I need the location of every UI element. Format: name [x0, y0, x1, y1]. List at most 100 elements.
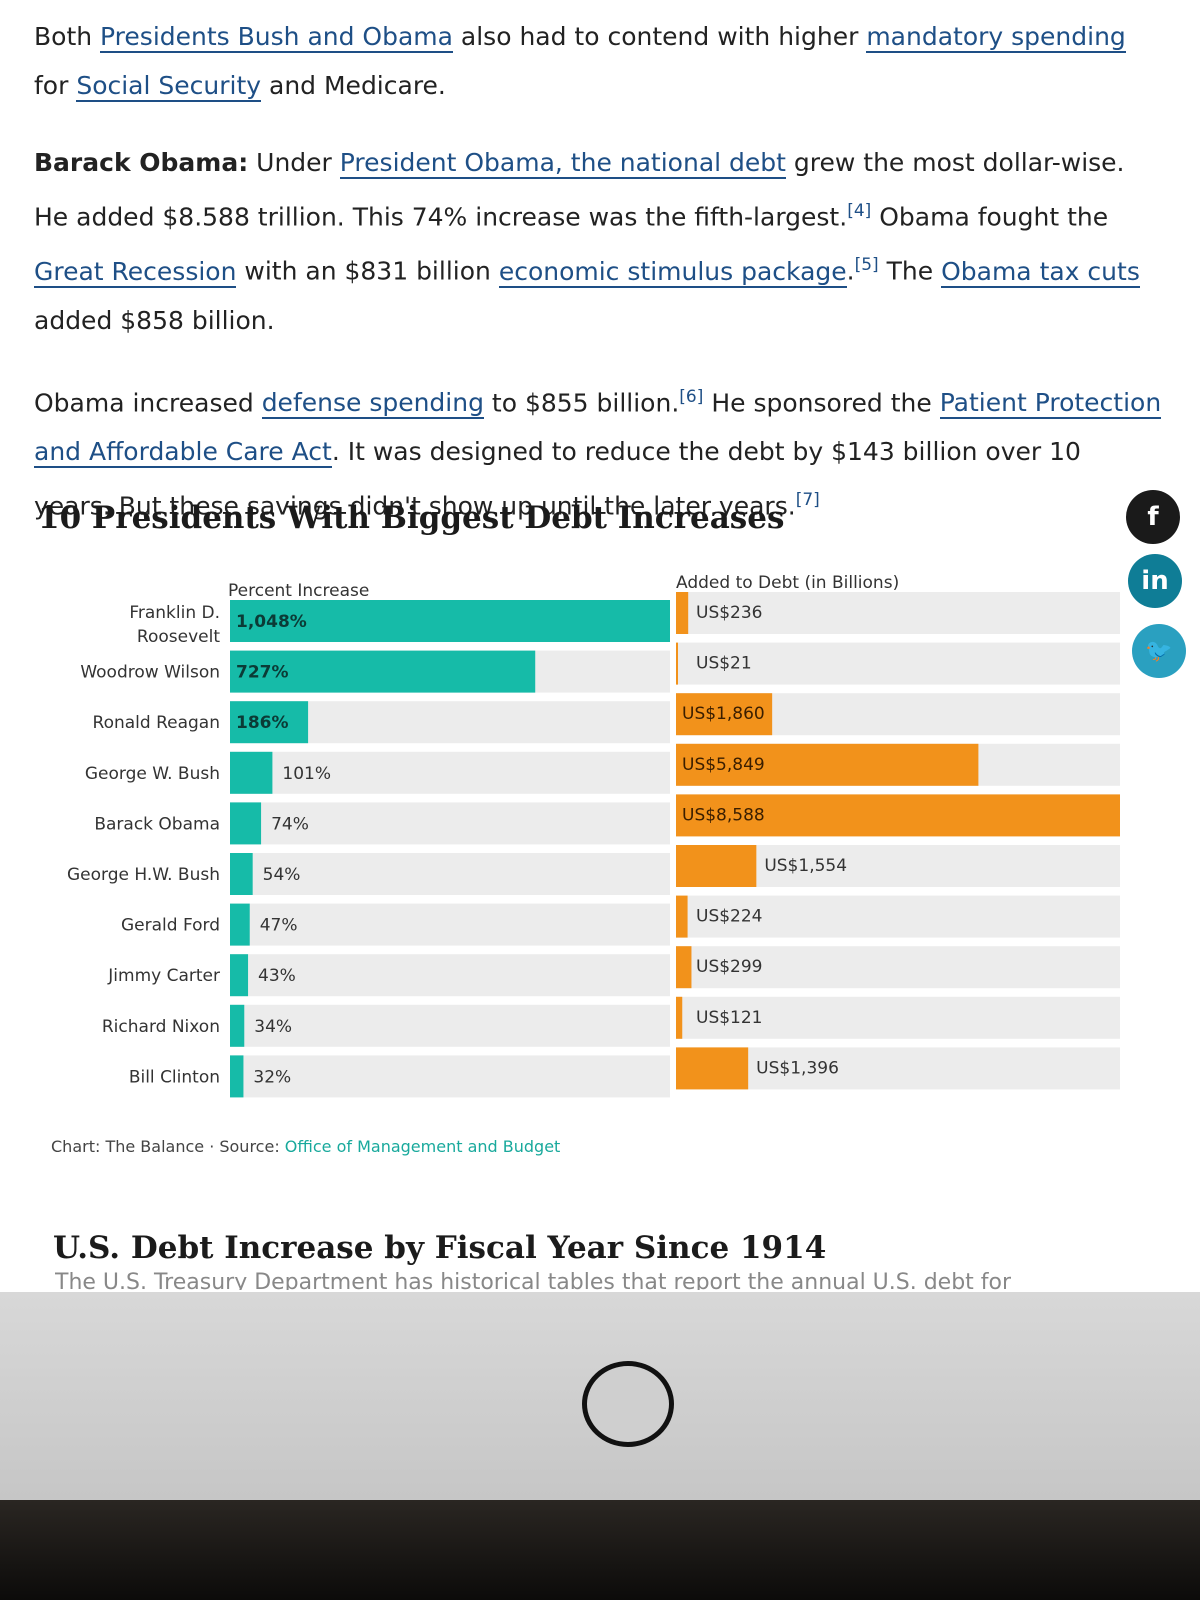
percent-value-label: 74%: [271, 814, 309, 834]
citation-7[interactable]: [7]: [795, 489, 820, 510]
link-affordable-care-act[interactable]: Patient Protection and Affordable Care A…: [34, 387, 1162, 468]
next-section-heading: U.S. Debt Increase by Fiscal Year Since …: [53, 1230, 827, 1266]
debt-bar: [676, 642, 678, 685]
percent-bar: [230, 650, 536, 693]
link-obama-tax-cuts[interactable]: Obama tax cuts: [941, 256, 1140, 288]
debt-bar: [676, 895, 688, 938]
background-surface: [0, 1500, 1200, 1600]
text: with an $831 billion: [236, 256, 499, 286]
category-label: Franklin D. Roosevelt: [129, 603, 220, 647]
debt-track: [676, 1047, 1120, 1090]
text: Both: [34, 22, 101, 51]
percent-bar: [230, 600, 670, 642]
link-office-management-budget[interactable]: Office of Management and Budget: [284, 1137, 561, 1156]
text: to $855 billion.: [483, 387, 680, 417]
citation-4[interactable]: [4]: [847, 201, 872, 221]
browser-screen: Both Presidents Bush and Obama also had …: [0, 0, 1200, 1292]
home-button[interactable]: [582, 1361, 674, 1447]
debt-track: [676, 946, 1120, 989]
percent-bar: [230, 903, 250, 946]
next-section-text: The U.S. Treasury Department has histori…: [55, 1270, 1012, 1290]
link-obama-national-debt[interactable]: President Obama, the national debt: [339, 148, 786, 179]
percent-axis-title: Percent Increase: [228, 581, 369, 601]
citation-6[interactable]: [6]: [679, 386, 704, 407]
link-stimulus-package[interactable]: economic stimulus package: [498, 256, 847, 288]
debt-value-label: US$5,849: [682, 755, 765, 775]
link-mandatory-spending[interactable]: mandatory spending: [866, 22, 1126, 53]
facebook-share-button[interactable]: f: [1126, 490, 1180, 544]
percent-track: [230, 1004, 670, 1047]
percent-track: [230, 853, 670, 895]
percent-track: [230, 751, 670, 794]
link-presidents-bush-obama[interactable]: Presidents Bush and Obama: [100, 22, 453, 53]
text: grew the most dollar-wise. He added $8.5…: [34, 148, 1125, 232]
debt-value-label: US$236: [696, 603, 763, 623]
text: for: [34, 71, 77, 100]
link-social-security[interactable]: Social Security: [76, 71, 262, 102]
debt-bar: [676, 845, 757, 887]
percent-value-label: 186%: [236, 713, 289, 733]
bold-lead: Barack Obama:: [34, 148, 249, 177]
percent-bar: [230, 802, 262, 845]
paragraph-1: Both Presidents Bush and Obama also had …: [34, 12, 1164, 110]
category-label: Gerald Ford: [121, 916, 220, 936]
twitter-icon: 🐦: [1145, 638, 1173, 664]
percent-track: [230, 954, 670, 997]
debt-track: [676, 592, 1120, 634]
debt-axis-title: Added to Debt (in Billions): [676, 573, 899, 593]
percent-track: [230, 903, 670, 946]
debt-value-label: US$21: [696, 654, 752, 674]
paragraph-2: Barack Obama: Under President Obama, the…: [34, 138, 1164, 345]
link-great-recession[interactable]: Great Recession: [34, 256, 237, 288]
article-body: Both Presidents Bush and Obama also had …: [34, 12, 1164, 558]
twitter-share-button[interactable]: 🐦: [1132, 624, 1186, 678]
debt-value-label: US$224: [696, 907, 763, 927]
debt-track: [676, 895, 1120, 938]
debt-bar: [676, 693, 773, 736]
percent-value-label: 54%: [263, 865, 301, 885]
percent-value-label: 34%: [254, 1017, 292, 1037]
percent-value-label: 727%: [236, 663, 289, 683]
percent-bar: [230, 1004, 245, 1047]
debt-bar: [676, 743, 979, 786]
debt-value-label: US$1,860: [682, 704, 765, 724]
percent-track: [230, 802, 670, 845]
link-defense-spending[interactable]: defense spending: [261, 387, 484, 419]
linkedin-icon: in: [1141, 566, 1169, 596]
debt-track: [676, 642, 1120, 685]
debt-bar: [676, 1047, 749, 1090]
debt-bar: [676, 794, 1120, 837]
percent-bar: [230, 853, 253, 895]
category-label: George H.W. Bush: [67, 865, 220, 885]
category-label: Woodrow Wilson: [80, 663, 220, 683]
percent-value-label: 32%: [253, 1067, 291, 1087]
category-label: Ronald Reagan: [93, 713, 220, 733]
debt-value-label: US$1,554: [764, 856, 847, 876]
percent-value-label: 47%: [260, 916, 298, 936]
facebook-icon: f: [1147, 502, 1159, 532]
debt-bar: [676, 592, 689, 634]
text: .: [846, 256, 855, 286]
linkedin-share-button[interactable]: in: [1128, 554, 1182, 608]
category-label: Barack Obama: [94, 814, 220, 834]
debt-bar: [676, 946, 692, 989]
percent-value-label: 101%: [282, 764, 331, 784]
text: also had to contend with higher: [452, 22, 867, 51]
chart-credit: Chart: The Balance · Source: Office of M…: [51, 1137, 560, 1156]
debt-track: [676, 996, 1120, 1039]
percent-value-label: 1,048%: [236, 612, 307, 632]
text: He sponsored the: [703, 387, 940, 417]
category-label: Richard Nixon: [102, 1017, 220, 1037]
chart-heading: 10 Presidents With Biggest Debt Increase…: [38, 500, 785, 536]
debt-increase-chart: Percent Increase Added to Debt (in Billio…: [67, 573, 1120, 1098]
percent-bar: [230, 701, 309, 744]
citation-5[interactable]: [5]: [854, 255, 879, 276]
percent-bar: [230, 954, 249, 997]
percent-track: [230, 1055, 670, 1098]
percent-bar: [230, 1055, 244, 1098]
debt-value-label: US$8,588: [682, 805, 765, 825]
debt-value-label: US$121: [696, 1008, 763, 1028]
debt-value-label: US$299: [696, 957, 763, 977]
credit-text: Chart: The Balance · Source:: [51, 1137, 285, 1156]
text: . It was designed to reduce the debt by …: [34, 436, 1081, 521]
